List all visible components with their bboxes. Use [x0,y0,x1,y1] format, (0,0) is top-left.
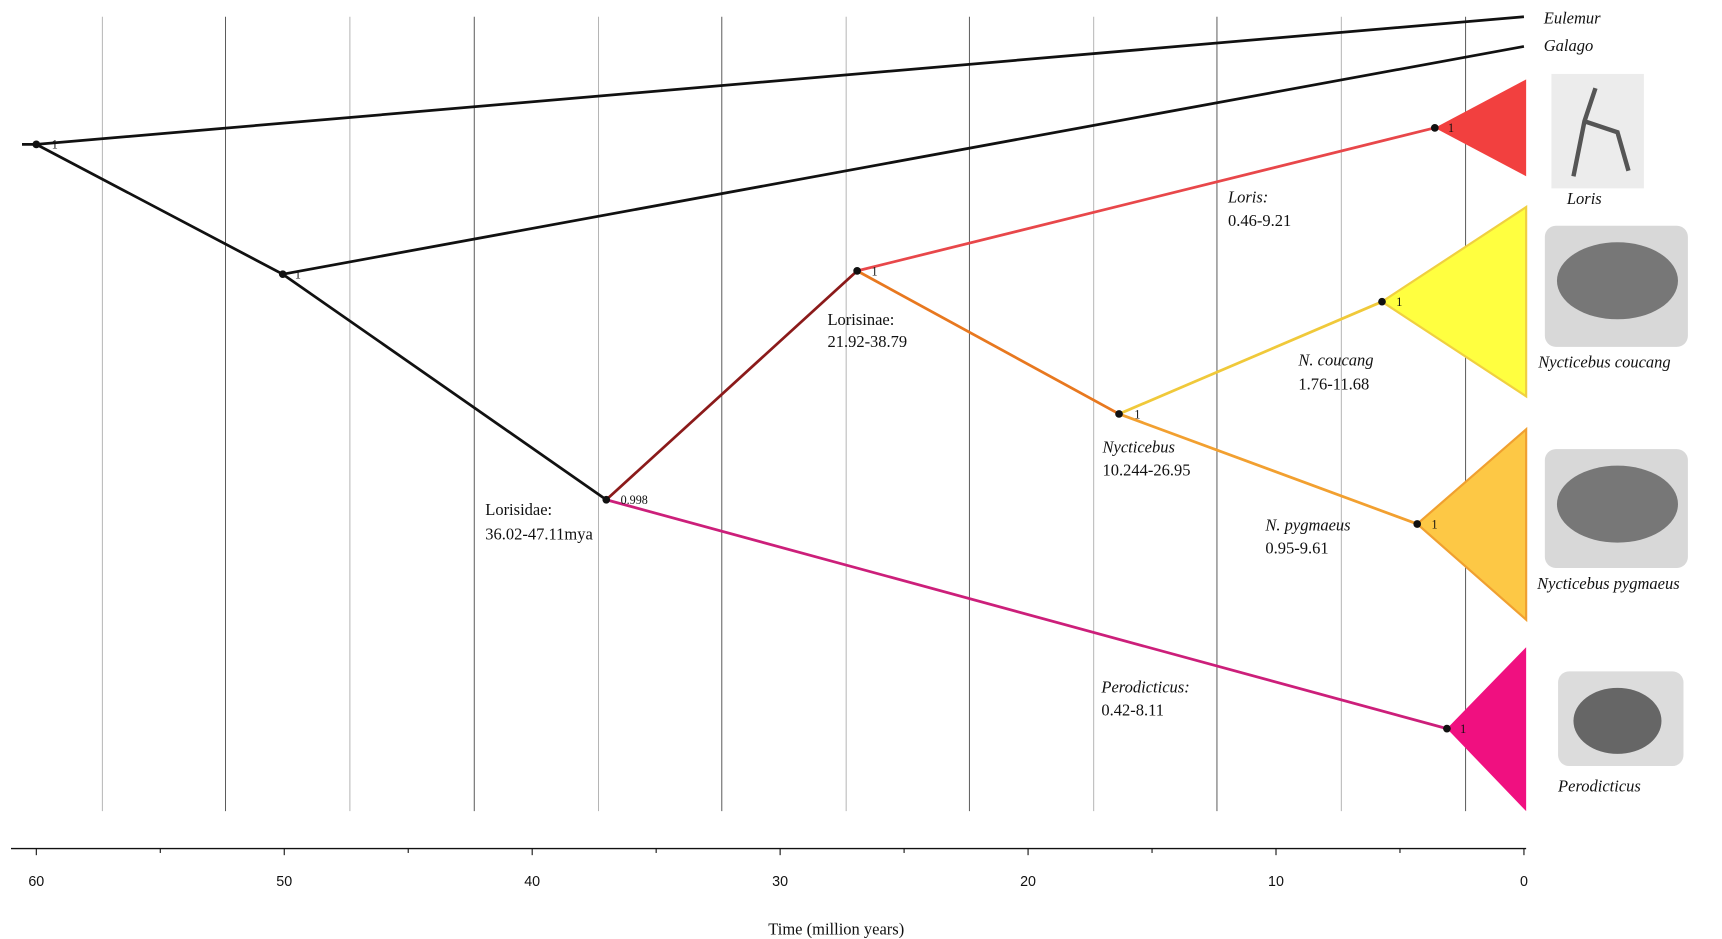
illustration [1551,73,1644,189]
edge [856,269,1120,416]
node [1430,123,1439,132]
grid [101,16,1467,812]
edge [1118,300,1383,416]
edges [22,15,1525,730]
edge [605,498,1448,730]
nodes: 1 1 0.998 1 1 1 1 1 1 [32,121,1466,736]
clade-triangle [1415,426,1528,623]
edge [22,15,1525,146]
node [1115,410,1123,418]
triangles [1379,79,1528,812]
node-support: 1 [871,264,877,278]
clade-triangle [1379,205,1528,399]
node [1378,297,1386,306]
clade-name: N. coucang [1297,351,1373,370]
node [32,140,41,149]
edge [856,126,1436,273]
clade-range: 1.76-11.68 [1298,375,1369,394]
taxon-label: Eulemur [1543,8,1601,27]
clade-name: Lorisinae: [827,310,894,329]
tick-label: 10 [1268,874,1284,890]
illustrations [1544,73,1688,767]
node-support: 1 [1460,722,1466,736]
tick-label: 40 [524,874,540,890]
node-support: 1 [52,138,58,152]
clade-name: N. pygmaeus [1264,516,1350,535]
taxon-label: Galago [1544,36,1594,55]
edge [605,269,859,501]
taxon-label: Nycticebus coucang [1537,353,1670,372]
axis-title: Time (million years) [768,919,904,938]
node [602,495,611,504]
clade-name: Lorisidae: [485,500,552,519]
clade-name: Loris: [1227,188,1268,207]
tick-label: 60 [28,874,44,890]
node-support: 1 [295,268,301,282]
clade-range: 36.02-47.11mya [485,524,593,543]
node-support: 1 [1432,517,1438,531]
edge [281,273,608,501]
clade-triangle [1446,647,1527,812]
tick-label: 20 [1020,874,1036,890]
clade-name: Nycticebus [1102,437,1175,456]
time-axis: Time (million years) 60 50 40 30 20 10 0 [11,847,1528,938]
clade-range: 0.95-9.61 [1265,539,1328,558]
edge [1118,412,1418,526]
clade-triangle [1434,79,1527,177]
tick-label: 50 [276,874,292,890]
taxon-label: Perodicticus [1557,776,1641,795]
taxon-label: Nycticebus pygmaeus [1536,574,1679,593]
clade-labels: Lorisidae: 36.02-47.11mya Lorisinae: 21.… [485,188,1373,720]
taxon-label: Loris [1566,189,1602,208]
node [853,267,861,275]
node-support: 1 [1448,121,1454,135]
clade-range: 0.42-8.11 [1101,700,1164,719]
illustration [1573,687,1662,754]
node [1413,520,1422,528]
tick-label: 0 [1520,874,1528,890]
illustration [1556,242,1678,320]
node [1443,724,1451,733]
clade-range: 21.92-38.79 [827,332,907,351]
node-support: 1 [1134,407,1140,421]
node-support: 1 [1396,295,1402,309]
taxa: Eulemur Galago Loris Nycticebus coucang … [1536,8,1679,795]
illustration [1571,87,1631,177]
node [278,270,287,279]
illustration [1556,465,1678,543]
node-support: 0.998 [621,493,648,507]
clade-range: 0.46-9.21 [1228,211,1291,230]
clade-name: Perodicticus: [1100,677,1189,696]
clade-range: 10.244-26.95 [1103,461,1191,480]
tick-label: 30 [772,874,788,890]
